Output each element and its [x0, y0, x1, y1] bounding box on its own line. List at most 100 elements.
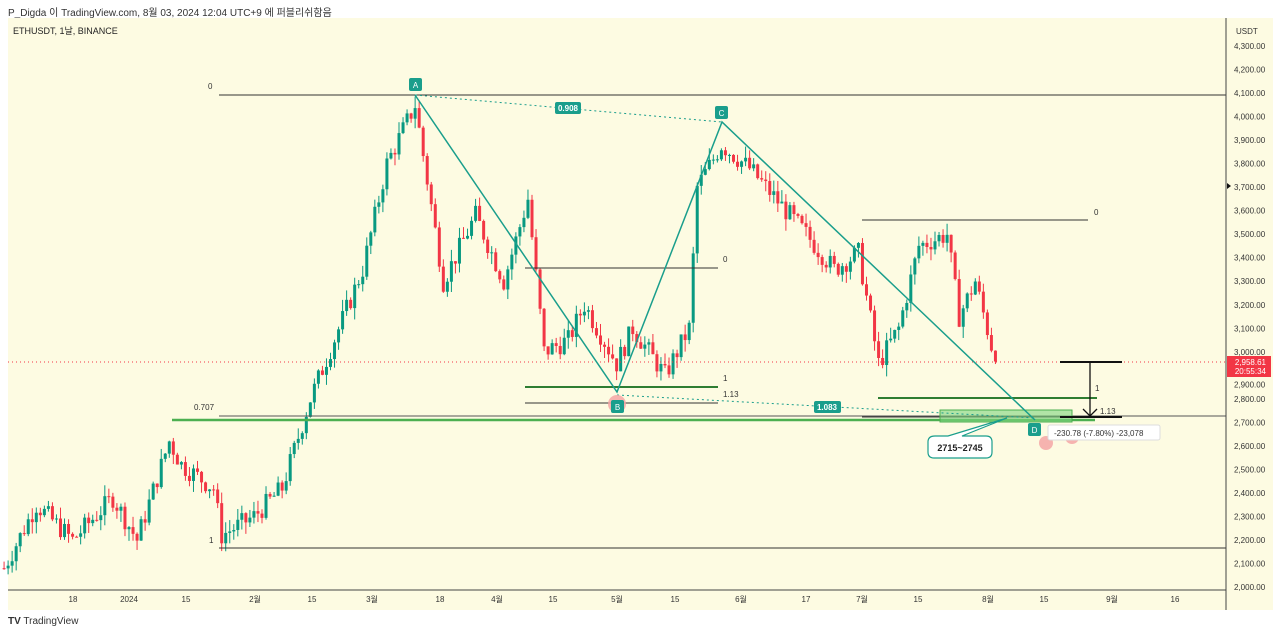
candle-body	[2, 568, 6, 570]
candle	[901, 306, 905, 329]
candle-body	[393, 152, 397, 155]
candle	[200, 470, 204, 493]
candle	[316, 369, 320, 389]
tradingview-logo: TV TradingView	[8, 616, 78, 627]
fib-mid-1-label: 1	[723, 374, 728, 383]
candle	[393, 148, 397, 166]
candle-body	[91, 519, 95, 524]
candle	[510, 248, 514, 280]
candle-body	[63, 523, 67, 538]
candle-body	[87, 517, 91, 524]
measure-tooltip-text: -230.78 (-7.80%) -23,078	[1054, 429, 1144, 438]
candle-body	[590, 310, 594, 329]
price-tick: 3,300.00	[1234, 277, 1266, 286]
candle	[470, 216, 474, 240]
point-d[interactable]: D	[1028, 423, 1041, 436]
candle	[631, 319, 635, 342]
point-c[interactable]: C	[715, 106, 728, 119]
price-axis[interactable]: 4,300.00 4,200.00 4,100.00 4,000.00 3,900.00…	[1234, 42, 1266, 592]
candle-body	[320, 370, 324, 375]
fib-left-0707-label: 0.707	[194, 403, 215, 412]
candle-body	[667, 365, 671, 375]
candle-body	[111, 496, 115, 508]
candle	[361, 265, 365, 292]
candle	[611, 344, 615, 360]
target-zone[interactable]	[939, 409, 1073, 423]
candle	[800, 214, 804, 225]
candle	[526, 189, 530, 220]
candle	[752, 158, 756, 172]
candle	[885, 332, 889, 377]
candle	[183, 456, 187, 481]
candle-body	[486, 239, 490, 253]
target-callout[interactable]	[927, 417, 1008, 459]
price-tick: 2,100.00	[1234, 559, 1266, 568]
fib-right-0-label: 0	[1094, 208, 1099, 217]
candle-body	[703, 169, 707, 175]
candle-body	[659, 363, 663, 372]
candle-body	[50, 506, 54, 520]
point-a[interactable]: A	[409, 78, 422, 91]
axis-marker-icon	[1227, 183, 1231, 189]
candle-body	[478, 205, 482, 221]
candle-body	[760, 178, 764, 180]
candle-body	[284, 481, 288, 491]
candle-body	[877, 341, 881, 358]
candle	[159, 448, 163, 489]
abcd-pattern[interactable]	[414, 94, 1036, 421]
candle	[812, 231, 816, 255]
candle-body	[510, 254, 514, 270]
candle-body	[312, 383, 316, 403]
candle	[461, 227, 465, 239]
candle	[320, 365, 324, 376]
candle-body	[38, 512, 42, 516]
candle	[288, 447, 292, 486]
candle-body	[800, 215, 804, 224]
candle	[981, 283, 985, 319]
publish-header: P_Digda 이 TradingView.com, 8월 03, 2024 1…	[8, 8, 332, 19]
time-axis[interactable]: 18 2024 15 2월 15 3월 18 4월 15 5월 15 6월 17 7월 15 8월 15 9월 16	[69, 594, 1180, 604]
candle	[107, 488, 111, 504]
candle-body	[977, 281, 981, 292]
candle	[913, 256, 917, 285]
candle	[889, 327, 893, 343]
measure-arrowhead-icon	[1082, 408, 1098, 417]
candle-body	[945, 234, 949, 243]
candle-body	[723, 150, 727, 156]
candle-body	[123, 506, 127, 530]
bar-countdown: 20:55:34	[1235, 367, 1267, 376]
candle	[421, 125, 425, 162]
candle-body	[405, 113, 409, 123]
candle	[449, 249, 453, 293]
candle-body	[808, 226, 812, 240]
candle-body	[889, 338, 893, 341]
candle-body	[381, 189, 385, 203]
candle-body	[953, 252, 957, 280]
candle	[264, 486, 268, 520]
candle	[30, 508, 34, 534]
point-b[interactable]: B	[611, 400, 624, 413]
candle	[691, 246, 695, 333]
candle	[212, 484, 216, 496]
candle	[864, 276, 868, 301]
time-tick: 15	[308, 595, 317, 604]
fib-right-1-label: 1	[1095, 384, 1100, 393]
candle-body	[466, 235, 470, 239]
candle-body	[401, 122, 405, 134]
candle-body	[727, 154, 731, 156]
candle-body	[679, 334, 683, 358]
candle	[79, 525, 83, 545]
candle-body	[929, 246, 933, 250]
candle-body	[280, 482, 284, 491]
candle-body	[183, 462, 187, 476]
candle	[163, 453, 167, 463]
candles	[2, 96, 997, 575]
candle-body	[905, 302, 909, 311]
candle-body	[135, 533, 139, 541]
candle	[437, 221, 441, 273]
candle-body	[22, 533, 26, 535]
candle-body	[514, 236, 518, 255]
target-callout-text: 2715~2745	[937, 443, 982, 453]
candle-body	[578, 313, 582, 316]
